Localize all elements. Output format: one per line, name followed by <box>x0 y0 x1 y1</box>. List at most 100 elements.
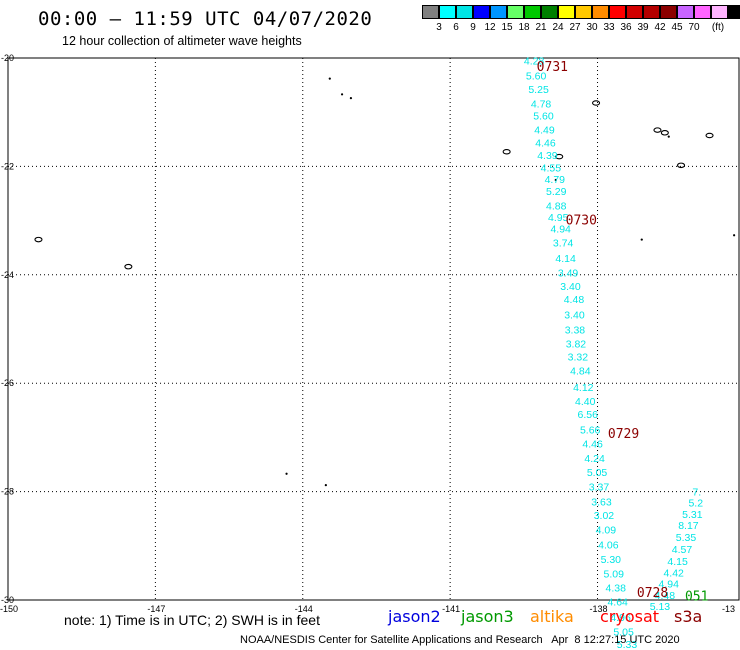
colorbar-swatch <box>626 5 643 19</box>
colorbar-label: 33 <box>603 22 615 33</box>
swh-value-label: 4.06 <box>598 540 619 552</box>
jason3-time-label: 051 <box>685 590 708 605</box>
colorbar-swatch <box>592 5 609 19</box>
colorbar-label: 12 <box>484 22 496 33</box>
colorbar-label: 70 <box>688 22 700 33</box>
swh-value-label: 5.31 <box>682 509 703 521</box>
swh-value-label: 4.95 <box>548 212 569 224</box>
swh-value-label: 5.60 <box>526 70 547 82</box>
island-outline <box>660 130 669 136</box>
swh-value-label: 3.82 <box>566 339 587 351</box>
island-outline <box>592 100 601 106</box>
island-dot <box>667 135 670 138</box>
axis-tick-labels: -20 -22 -24 -26 -28 -30-150 -147 -144 -141 -138 -1… <box>0 53 735 614</box>
swh-value-label: 4.79 <box>545 174 566 186</box>
pass-time-label: 0728 <box>637 586 668 601</box>
colorbar-swatch <box>473 5 490 19</box>
pass-time-label: 0730 <box>566 214 597 229</box>
legend-jason3: jason3 <box>461 607 514 626</box>
colorbar-label: 3 <box>436 22 442 33</box>
swh-value-label: 3.38 <box>565 325 586 337</box>
island-outline <box>502 149 511 155</box>
island-outline <box>124 263 133 270</box>
lon-tick-label: -13 <box>722 604 735 614</box>
lat-tick-label: -22 <box>1 161 14 171</box>
colorbar-label: 42 <box>654 22 666 33</box>
legend-cryosat: cryosat <box>600 607 660 626</box>
island-outline <box>653 127 662 133</box>
swh-value-label: 4.94 <box>659 579 680 591</box>
map-subtitle: 12 hour collection of altimeter wave hei… <box>62 34 302 48</box>
island-outline <box>34 236 43 243</box>
island-dot <box>733 234 736 237</box>
wave-height-track: 4.285.605.254.785.604.494.464.394.554.79… <box>524 56 703 650</box>
lon-tick-label: -147 <box>147 604 165 614</box>
swh-value-label: 3.40 <box>560 281 581 293</box>
island-outline <box>676 162 686 169</box>
swh-value-label: 4.09 <box>596 525 617 537</box>
colorbar-swatch <box>609 5 626 19</box>
swh-value-label: 4.12 <box>573 382 594 394</box>
swh-value-label: 4.94 <box>550 224 571 236</box>
swh-value-label: 5.13 <box>650 601 671 613</box>
footer-credit: NOAA/NESDIS Center for Satellite Applica… <box>240 634 680 646</box>
swh-value-label: 4.24 <box>584 453 605 465</box>
swh-value-label: 4.64 <box>607 597 628 609</box>
pass-time-label: 0729 <box>608 427 639 442</box>
map-frame <box>7 57 740 601</box>
pass-time-label: 0731 <box>537 60 568 75</box>
swh-value-label: 6.56 <box>577 409 598 421</box>
swh-value-label: 3.63 <box>591 496 612 508</box>
colorbar-swatch <box>541 5 558 19</box>
swh-value-label: 3.32 <box>568 352 589 364</box>
swh-value-label: 4.84 <box>570 366 591 378</box>
lat-tick-label: -26 <box>1 378 14 388</box>
lat-tick-label: -28 <box>1 487 14 497</box>
colorbar-swatch <box>524 5 541 19</box>
swh-value-label: 4.39 <box>537 150 558 162</box>
colorbar-swatch <box>728 5 740 19</box>
swh-value-label: 4.15 <box>667 556 688 568</box>
colorbar-swatch <box>422 5 439 19</box>
swh-value-label: 4.28 <box>524 56 545 68</box>
legend-s3a: s3a <box>674 607 703 626</box>
swh-value-label: 5.30 <box>601 554 622 566</box>
lon-tick-label: -150 <box>0 604 18 614</box>
colorbar-label: 18 <box>518 22 530 33</box>
swh-value-label: 7. <box>692 487 701 499</box>
colorbar-label: 27 <box>569 22 581 33</box>
swh-value-label: 4.55 <box>541 162 562 174</box>
lat-tick-label: -30 <box>1 595 14 605</box>
swh-value-label: 8.17 <box>678 520 699 532</box>
swh-value-label: 4.48 <box>564 294 585 306</box>
colorbar-swatch <box>660 5 677 19</box>
colorbar-label: 30 <box>586 22 598 33</box>
swh-value-label: 5.29 <box>546 186 567 198</box>
swh-value-label: 4.14 <box>555 253 576 265</box>
swh-value-label: 4.88 <box>546 200 567 212</box>
colorbar-label: (ft) <box>711 22 725 33</box>
colorbar-swatch <box>643 5 660 19</box>
island-dot <box>640 238 643 241</box>
island-dot <box>285 472 288 475</box>
swh-value-label: 5.09 <box>604 568 625 580</box>
colorbar-label: 15 <box>501 22 513 33</box>
swh-value-label: 5.33 <box>617 639 638 650</box>
swh-value-label: 3.02 <box>594 510 615 522</box>
legend-altika: altika <box>530 607 574 626</box>
colorbar-swatch <box>456 5 473 19</box>
swh-value-label: 3.40 <box>564 309 585 321</box>
island-dot <box>324 483 327 487</box>
swh-value-label: 4.57 <box>672 544 693 556</box>
swh-value-label: 5.60 <box>533 110 554 122</box>
swh-value-label: 3.37 <box>589 482 610 494</box>
colorbar-label: 6 <box>453 22 459 33</box>
island-dot <box>554 178 557 182</box>
swh-value-label: 4.46 <box>582 438 603 450</box>
colorbar-swatch <box>507 5 524 19</box>
island-outline <box>705 132 714 139</box>
island-dot <box>328 77 331 80</box>
swh-value-label: 5.2 <box>688 497 703 509</box>
swh-value-label: 5.25 <box>528 84 549 96</box>
